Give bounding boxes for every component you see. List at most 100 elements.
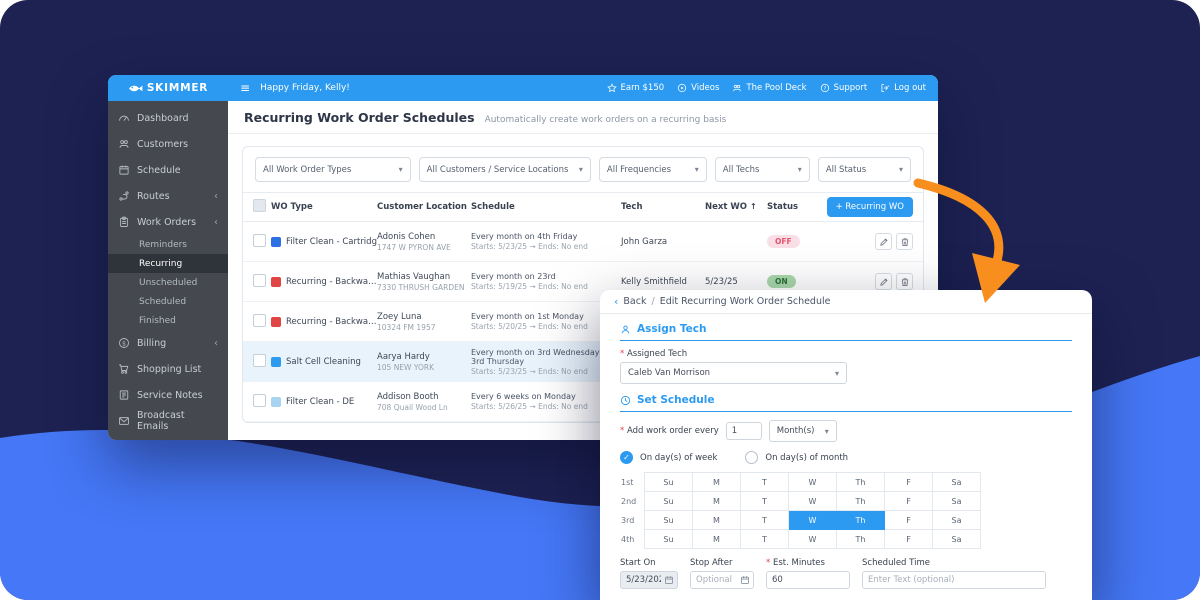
- day-cell[interactable]: M: [692, 529, 741, 549]
- day-cell[interactable]: F: [884, 510, 933, 530]
- filter-frequencies[interactable]: All Frequencies ▾: [598, 157, 707, 182]
- routes-icon: [119, 191, 129, 201]
- every-unit-select[interactable]: Month(s) ▾: [768, 420, 837, 442]
- sidebar-item-unscheduled[interactable]: Unscheduled: [139, 277, 198, 288]
- sidebar-item-finished[interactable]: Finished: [139, 315, 176, 326]
- chevron-down-icon: ▾: [797, 165, 802, 174]
- sidebar-item-dashboard[interactable]: Dashboard: [108, 105, 228, 131]
- radio-days-of-month[interactable]: [745, 451, 759, 464]
- day-cell[interactable]: W: [788, 529, 837, 549]
- chevron-down-icon: ▾: [578, 165, 583, 174]
- filter-status[interactable]: All Status ▾: [817, 157, 911, 182]
- day-cell[interactable]: M: [692, 510, 741, 530]
- delete-button[interactable]: [896, 233, 913, 250]
- logout-link[interactable]: Log out: [880, 83, 926, 93]
- day-cell[interactable]: Th: [836, 491, 885, 511]
- day-cell[interactable]: F: [884, 529, 933, 549]
- day-cell[interactable]: Sa: [932, 491, 981, 511]
- row-checkbox[interactable]: [253, 233, 266, 247]
- col-status: Status: [767, 202, 799, 212]
- every-label: Add work order every: [620, 426, 719, 436]
- delete-button[interactable]: [896, 273, 913, 290]
- table-row[interactable]: Filter Clean - DE Addison Booth 708 Quail…: [243, 382, 923, 422]
- day-cell[interactable]: T: [740, 510, 789, 530]
- day-cell[interactable]: W: [788, 491, 837, 511]
- pencil-icon: [879, 237, 888, 246]
- day-cell[interactable]: F: [884, 491, 933, 511]
- sidebar-item-work-orders[interactable]: Work Orders ‹: [108, 209, 228, 235]
- stop-after-input[interactable]: [690, 571, 754, 589]
- hamburger-menu-icon[interactable]: ≡: [240, 81, 251, 95]
- select-all-checkbox[interactable]: [253, 199, 266, 212]
- table-row[interactable]: Recurring - Backwash Mathias Vaughan 7330…: [243, 262, 923, 302]
- trash-icon: [901, 277, 908, 286]
- est-minutes-input[interactable]: [766, 571, 850, 589]
- sidebar-item-reminders[interactable]: Reminders: [139, 239, 187, 250]
- day-cell[interactable]: Sa: [932, 472, 981, 492]
- day-cell[interactable]: T: [740, 529, 789, 549]
- day-cell[interactable]: W: [788, 472, 837, 492]
- every-value-input[interactable]: [725, 422, 762, 440]
- videos-link[interactable]: Videos: [677, 83, 719, 93]
- earn-link[interactable]: Earn $150: [606, 83, 664, 93]
- day-cell-selected[interactable]: W: [788, 510, 837, 530]
- day-cell[interactable]: Sa: [932, 510, 981, 530]
- sidebar-item-schedule[interactable]: Schedule: [108, 157, 228, 183]
- day-cell[interactable]: T: [740, 491, 789, 511]
- sort-asc-icon: ↑: [749, 202, 757, 211]
- day-cell[interactable]: Su: [644, 529, 693, 549]
- sidebar-item-service-notes[interactable]: Service Notes: [108, 382, 228, 408]
- assigned-tech-select[interactable]: Caleb Van Morrison ▾: [620, 362, 847, 384]
- person-icon: [621, 325, 630, 333]
- svg-text:$: $: [122, 340, 126, 347]
- wo-type-color-swatch: [271, 316, 281, 327]
- sidebar-item-scheduled[interactable]: Scheduled: [139, 296, 187, 307]
- play-icon: [678, 83, 687, 93]
- day-cell[interactable]: M: [692, 472, 741, 492]
- day-cell[interactable]: T: [740, 472, 789, 492]
- pool-deck-link[interactable]: The Pool Deck: [732, 83, 807, 93]
- filter-wo-types[interactable]: All Work Order Types ▾: [255, 157, 411, 182]
- day-cell[interactable]: Th: [836, 529, 885, 549]
- back-link[interactable]: Back: [623, 296, 647, 307]
- day-cell-selected[interactable]: Th: [836, 510, 885, 530]
- day-cell[interactable]: Su: [644, 491, 693, 511]
- support-link[interactable]: ? Support: [820, 83, 867, 93]
- row-checkbox[interactable]: [253, 273, 266, 287]
- edit-button[interactable]: [875, 233, 892, 250]
- assign-tech-section-header: Assign Tech: [620, 323, 1072, 341]
- row-checkbox[interactable]: [253, 393, 266, 407]
- day-cell[interactable]: Su: [644, 472, 693, 492]
- day-cell[interactable]: Th: [836, 472, 885, 492]
- sidebar-item-broadcast-emails[interactable]: Broadcast Emails: [108, 408, 228, 434]
- sidebar-item-billing[interactable]: $ Billing ‹: [108, 330, 228, 356]
- chevron-left-icon: ‹: [214, 337, 218, 349]
- start-on-input[interactable]: [620, 571, 678, 589]
- radio-days-of-week-checked[interactable]: ✓: [620, 451, 633, 464]
- day-cell[interactable]: F: [884, 472, 933, 492]
- day-cell[interactable]: M: [692, 491, 741, 511]
- day-cell[interactable]: Su: [644, 510, 693, 530]
- brand-logo[interactable]: SKIMMER: [108, 82, 228, 94]
- filter-customers[interactable]: All Customers / Service Locations ▾: [418, 157, 591, 182]
- filter-techs[interactable]: All Techs ▾: [714, 157, 810, 182]
- table-row[interactable]: Filter Clean - Cartridg Adonis Cohen 1747…: [243, 222, 923, 262]
- day-cell[interactable]: Sa: [932, 529, 981, 549]
- wo-type-color-swatch: [271, 356, 281, 367]
- calendar-icon: [119, 165, 129, 175]
- row-checkbox[interactable]: [253, 353, 266, 367]
- sidebar-item-routes[interactable]: Routes ‹: [108, 183, 228, 209]
- notes-icon: [119, 390, 129, 400]
- edit-button[interactable]: [875, 273, 892, 290]
- scheduled-time-label: Scheduled Time: [862, 558, 930, 568]
- sidebar-item-customers[interactable]: Customers: [108, 131, 228, 157]
- sidebar-item-shopping-list[interactable]: Shopping List: [108, 356, 228, 382]
- assigned-tech-label: Assigned Tech: [620, 349, 1072, 359]
- sidebar-item-recurring[interactable]: Recurring: [108, 254, 228, 273]
- add-recurring-wo-button[interactable]: + Recurring WO: [826, 197, 913, 217]
- col-next-wo[interactable]: Next WO ↑: [705, 202, 757, 212]
- chevron-left-icon: ‹: [214, 216, 218, 228]
- scheduled-time-input[interactable]: [862, 571, 1046, 589]
- row-checkbox[interactable]: [253, 313, 266, 327]
